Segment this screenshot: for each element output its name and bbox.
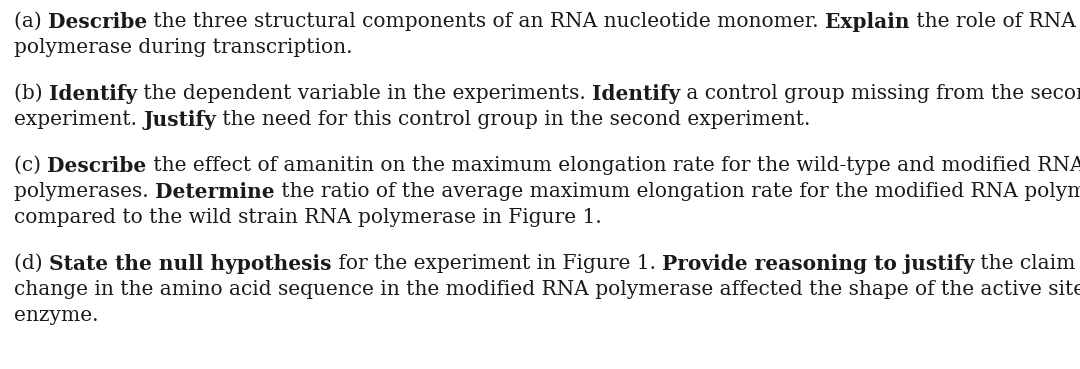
Text: polymerases.: polymerases. (14, 182, 156, 201)
Text: Provide reasoning to justify: Provide reasoning to justify (662, 254, 974, 274)
Text: the dependent variable in the experiments.: the dependent variable in the experiment… (137, 84, 592, 103)
Text: (a): (a) (14, 12, 49, 31)
Text: Identify: Identify (49, 84, 137, 104)
Text: for the experiment in Figure 1.: for the experiment in Figure 1. (332, 254, 662, 273)
Text: polymerase during transcription.: polymerase during transcription. (14, 38, 352, 57)
Text: Describe: Describe (48, 156, 147, 176)
Text: enzyme.: enzyme. (14, 306, 98, 325)
Text: (d): (d) (14, 254, 49, 273)
Text: Determine: Determine (156, 182, 274, 202)
Text: Identify: Identify (592, 84, 680, 104)
Text: the effect of amanitin on the maximum elongation rate for the wild-type and modi: the effect of amanitin on the maximum el… (147, 156, 1080, 175)
Text: the ratio of the average maximum elongation rate for the modified RNA polymerase: the ratio of the average maximum elongat… (274, 182, 1080, 201)
Text: change in the amino acid sequence in the modified RNA polymerase affected the sh: change in the amino acid sequence in the… (14, 280, 1080, 299)
Text: the need for this control group in the second experiment.: the need for this control group in the s… (216, 110, 810, 129)
Text: experiment.: experiment. (14, 110, 144, 129)
Text: Explain: Explain (825, 12, 909, 32)
Text: compared to the wild strain RNA polymerase in Figure 1.: compared to the wild strain RNA polymera… (14, 208, 602, 227)
Text: (b): (b) (14, 84, 49, 103)
Text: a control group missing from the second: a control group missing from the second (680, 84, 1080, 103)
Text: the role of RNA: the role of RNA (909, 12, 1076, 31)
Text: Describe: Describe (49, 12, 147, 32)
Text: the claim that the: the claim that the (974, 254, 1080, 273)
Text: State the null hypothesis: State the null hypothesis (49, 254, 332, 274)
Text: (c): (c) (14, 156, 48, 175)
Text: Justify: Justify (144, 110, 216, 130)
Text: the three structural components of an RNA nucleotide monomer.: the three structural components of an RN… (147, 12, 825, 31)
